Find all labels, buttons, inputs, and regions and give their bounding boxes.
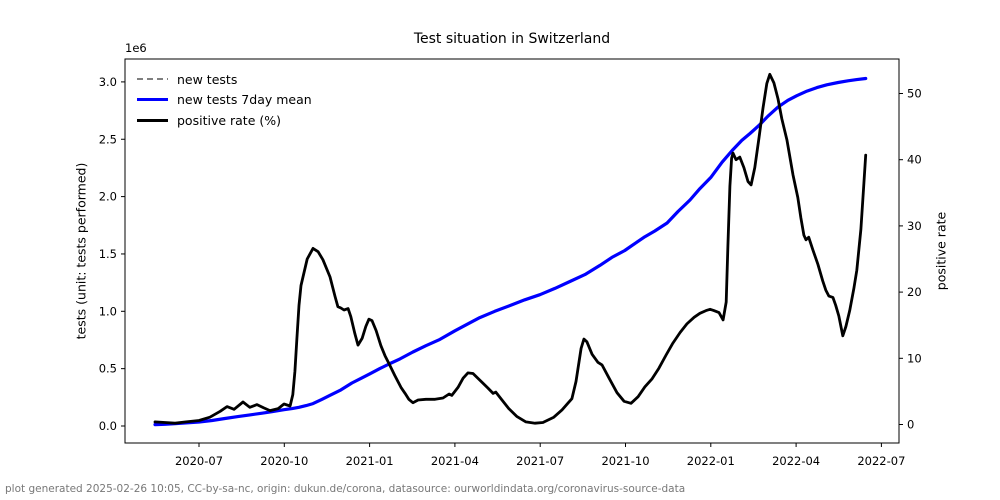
- legend-sample-blue-line: [137, 98, 168, 102]
- y-tick-label-left: 0.5: [99, 362, 117, 376]
- y-axis-label-right: positive rate: [933, 211, 949, 291]
- y-tick-label-right: 20: [907, 285, 922, 299]
- x-tick-label: 2021-01: [346, 454, 394, 468]
- y-tick-label-right: 0: [907, 418, 914, 432]
- x-tick-label: 2020-10: [260, 454, 308, 468]
- legend: new tests new tests 7day mean positive r…: [137, 69, 312, 131]
- y-tick-label-left: 0.0: [99, 419, 117, 433]
- y-axis-offset-label: 1e6: [125, 41, 147, 55]
- legend-item-new-tests: new tests: [137, 69, 312, 90]
- x-tick-label: 2021-07: [516, 454, 564, 468]
- chart-title: Test situation in Switzerland: [413, 31, 611, 47]
- x-tick-label: 2021-04: [431, 454, 479, 468]
- legend-sample-dashed-line: [137, 78, 168, 81]
- y-tick-label-left: 2.0: [99, 190, 117, 204]
- footer-note: plot generated 2025-02-26 10:05, CC-by-s…: [5, 483, 686, 495]
- x-tick-label: 2020-07: [175, 454, 223, 468]
- y-tick-label-right: 40: [907, 153, 922, 167]
- x-tick-label: 2022-01: [687, 454, 735, 468]
- y-tick-label-right: 50: [907, 87, 922, 101]
- y-tick-label-left: 1.0: [99, 304, 117, 318]
- legend-label: new tests: [177, 71, 238, 87]
- legend-item-new-tests-7day-mean: new tests 7day mean: [137, 90, 312, 111]
- legend-item-positive-rate: positive rate (%): [137, 110, 312, 131]
- x-tick-label: 2021-10: [601, 454, 649, 468]
- series-line-positive-rate-: [153, 72, 868, 425]
- x-tick-label: 2022-04: [772, 454, 820, 468]
- y-tick-label-right: 10: [907, 351, 922, 365]
- axes-frame: [124, 58, 900, 444]
- legend-label: new tests 7day mean: [177, 92, 312, 108]
- legend-label: positive rate (%): [177, 112, 281, 128]
- y-tick-label-left: 2.5: [99, 132, 117, 146]
- y-axis-label-left: tests (unit: tests performed): [73, 162, 89, 340]
- x-tick-label: 2022-07: [857, 454, 905, 468]
- y-tick-label-left: 1.5: [99, 247, 117, 261]
- y-tick-label-left: 3.0: [99, 75, 117, 89]
- legend-sample-black-line: [137, 118, 168, 122]
- y-tick-label-right: 30: [907, 219, 922, 233]
